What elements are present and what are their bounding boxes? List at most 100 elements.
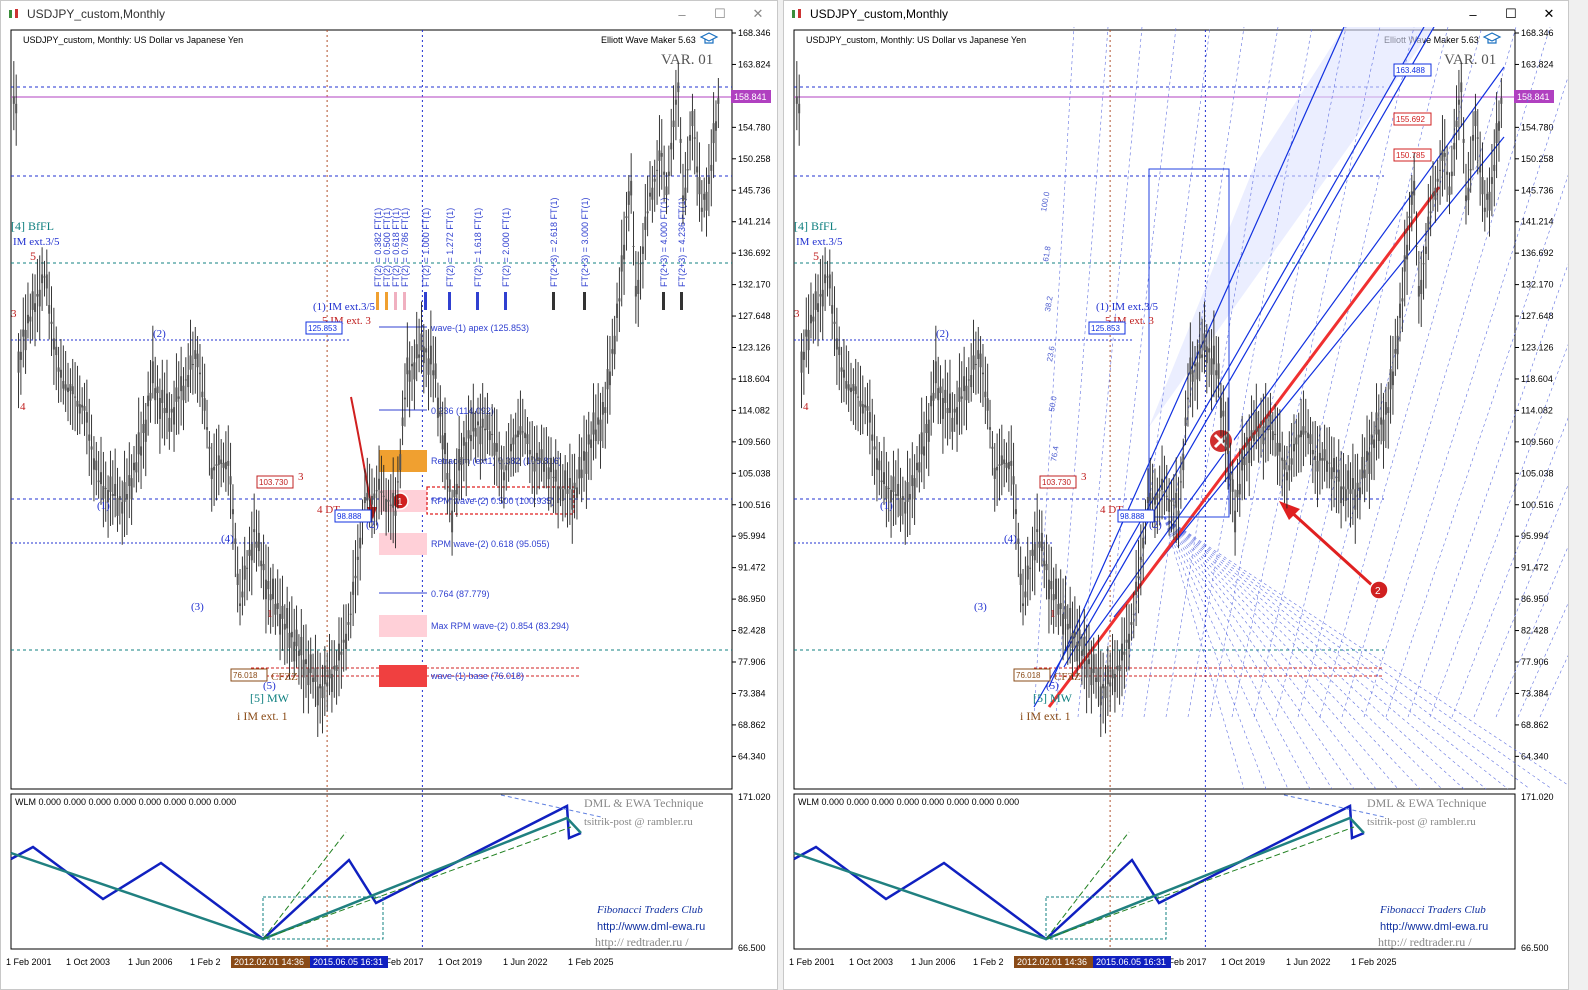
price-candle-body <box>559 486 562 490</box>
fib-fan-line <box>1341 27 1551 718</box>
chart-canvas[interactable]: 168.346163.824159.302154.780150.258145.7… <box>784 27 1569 990</box>
price-candle-body <box>554 469 557 482</box>
price-candle-body <box>1031 549 1034 556</box>
price-candle-body <box>630 180 633 196</box>
fib-time-bar <box>476 292 479 310</box>
price-candle-body <box>958 387 961 402</box>
price-candle-body <box>1163 491 1166 493</box>
credit-text: http://www.dml-ewa.ru <box>597 921 705 933</box>
chart-window-right[interactable]: USDJPY_custom,Monthly – ☐ ✕ 168.346 163.8… <box>783 0 1569 990</box>
minimize-button[interactable]: – <box>678 6 686 22</box>
price-candle-body <box>239 603 242 606</box>
price-candle-body <box>462 437 465 446</box>
price-box <box>1013 668 1051 682</box>
close-button[interactable]: ✕ <box>1543 6 1555 21</box>
price-candle-body <box>102 486 105 499</box>
price-candle-body <box>939 386 942 394</box>
retracement-zone <box>379 615 427 637</box>
price-candle-body <box>1467 187 1470 201</box>
price-candle-body <box>1050 580 1053 590</box>
price-candle-body <box>114 483 117 496</box>
price-candle-body <box>1403 255 1406 272</box>
price-candle-body <box>1248 442 1251 463</box>
close-button[interactable]: ✕ <box>752 6 764 21</box>
sub-y-tick-label: 171.020 <box>738 792 771 802</box>
price-candle-body <box>1297 434 1300 438</box>
fib-fan-line <box>1077 27 1143 718</box>
price-candle-body <box>1137 575 1140 579</box>
price-candle-body <box>88 434 91 441</box>
fib-time-bar <box>385 292 388 310</box>
price-candle-body <box>97 480 100 483</box>
y-tick-label: 68.862 <box>738 720 766 730</box>
price-candle-body <box>1302 426 1305 435</box>
price-candle-body <box>878 460 881 471</box>
price-candle-body <box>535 452 538 461</box>
price-candle-body <box>824 274 827 284</box>
price-candle-body <box>22 329 25 337</box>
price-candle-body <box>408 370 411 382</box>
price-candle-body <box>838 346 841 356</box>
price-candle-body <box>1410 191 1413 205</box>
chart-window-left[interactable]: USDJPY_custom,Monthly – ☐ ✕ 168.346 163.8… <box>0 0 778 990</box>
wave-label: 3 <box>794 308 800 320</box>
price-candle-body <box>420 333 423 351</box>
price-candle-body <box>76 400 79 407</box>
price-box <box>334 509 372 523</box>
wave-label: 3 <box>1081 471 1087 483</box>
price-candle-body <box>1139 556 1142 560</box>
price-candle-body <box>845 380 848 389</box>
price-candle-body <box>1219 397 1222 418</box>
y-tick-label: 163.824 <box>738 59 771 69</box>
credit-text: http:// redtrader.ru / <box>595 935 689 949</box>
retracement-label: RPM wave-(2) 0.500 (100.935) <box>431 496 555 506</box>
price-candle-body <box>817 303 820 312</box>
fan-level-label: 76.4 <box>1049 445 1061 462</box>
sub-plot-frame <box>10 793 733 950</box>
price-candle-body <box>1262 426 1265 445</box>
y-tick-label: 105.038 <box>738 468 771 478</box>
price-candle-body <box>399 454 402 471</box>
maximize-button[interactable]: ☐ <box>714 6 726 21</box>
window-titlebar[interactable]: USDJPY_custom,Monthly – ☐ ✕ <box>1 1 777 27</box>
trend-channel-line <box>1048 27 1345 688</box>
wave-label: (1) IM ext.3/5 <box>313 301 376 313</box>
price-candle-body <box>1130 622 1133 625</box>
price-candle-body <box>979 353 982 368</box>
price-candle-body <box>1413 180 1416 196</box>
price-box-label: 98.888 <box>337 512 362 521</box>
price-candle-body <box>986 398 989 411</box>
price-candle-body <box>1201 354 1204 358</box>
price-candle-body <box>1321 458 1324 461</box>
price-candle-body <box>505 465 508 471</box>
price-box-label: 103.730 <box>259 478 288 487</box>
price-candle-body <box>1135 581 1138 595</box>
price-candle-body <box>1040 532 1043 552</box>
price-candle-body <box>1017 538 1020 544</box>
price-candle-body <box>703 193 706 200</box>
y-tick-label: 132.170 <box>738 280 771 290</box>
price-candle-body <box>1229 472 1232 480</box>
price-candle-body <box>151 361 154 384</box>
price-candle-body <box>578 456 581 479</box>
price-candle-body <box>1194 363 1197 367</box>
price-candle-body <box>1003 459 1006 464</box>
price-candle-body <box>1292 443 1295 452</box>
fib-time-label: FT(2) = 0.786 FT(1) <box>400 208 410 287</box>
price-candle-body <box>175 387 178 402</box>
trend-channel-line <box>1113 136 1505 618</box>
price-candle-body <box>809 314 812 324</box>
price-candle-body <box>904 501 907 514</box>
fib-fan-line <box>1163 516 1245 790</box>
price-candle-body <box>154 388 157 401</box>
price-candle-body <box>580 469 583 478</box>
window-titlebar[interactable]: USDJPY_custom,Monthly – ☐ ✕ <box>784 1 1568 27</box>
maximize-button[interactable]: ☐ <box>1505 6 1517 21</box>
chart-canvas[interactable]: 168.346163.824159.302154.780150.258145.7… <box>1 27 778 990</box>
price-candle-body <box>477 421 480 426</box>
price-candle-body <box>356 556 359 560</box>
price-candle-body <box>1295 437 1298 445</box>
y-tick-label: 91.472 <box>1521 563 1549 573</box>
minimize-button[interactable]: – <box>1469 6 1477 22</box>
trend-channel-line <box>1083 66 1505 648</box>
